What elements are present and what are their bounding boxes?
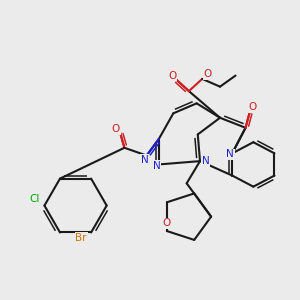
- Text: N: N: [141, 155, 148, 165]
- Text: N: N: [153, 160, 160, 171]
- Text: N: N: [141, 155, 148, 165]
- Text: N: N: [226, 149, 234, 159]
- Text: Br: Br: [75, 233, 87, 243]
- Text: Br: Br: [75, 233, 87, 243]
- Text: Cl: Cl: [29, 194, 40, 204]
- Text: O: O: [163, 218, 171, 228]
- Text: O: O: [168, 70, 176, 81]
- Text: N: N: [153, 160, 160, 171]
- Text: O: O: [248, 102, 256, 112]
- Text: O: O: [248, 102, 256, 112]
- Text: N: N: [202, 156, 209, 166]
- Text: O: O: [111, 124, 120, 134]
- Text: N: N: [226, 149, 234, 159]
- Text: O: O: [204, 69, 212, 80]
- Text: O: O: [111, 124, 120, 134]
- Text: O: O: [163, 218, 171, 228]
- Text: O: O: [204, 69, 212, 80]
- Text: O: O: [168, 70, 176, 81]
- Text: N: N: [202, 156, 209, 166]
- Text: Cl: Cl: [29, 194, 40, 204]
